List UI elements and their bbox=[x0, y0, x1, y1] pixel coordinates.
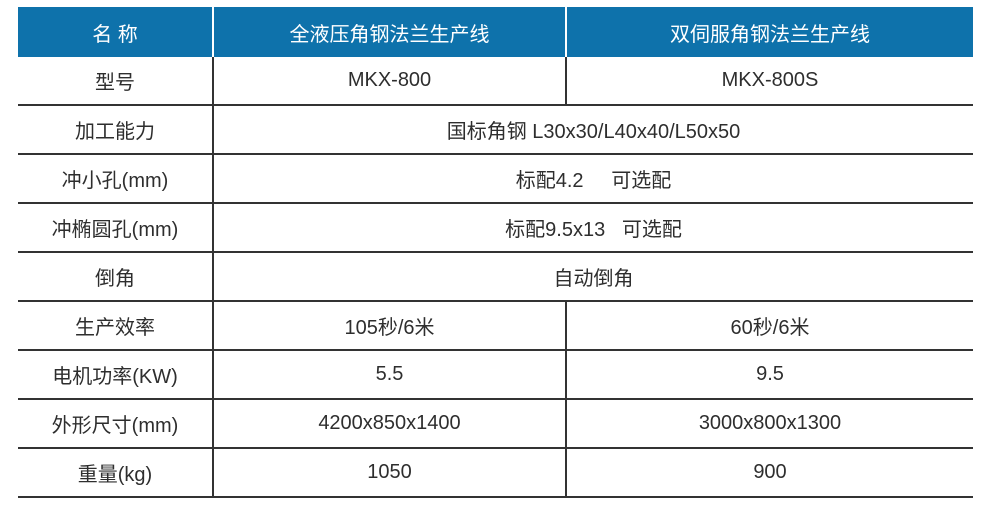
row-value-col3: 900 bbox=[566, 448, 973, 498]
table-row-capacity: 加工能力 国标角钢 L30x30/L40x40/L50x50 bbox=[18, 105, 973, 155]
header-cell-line1: 全液压角钢法兰生产线 bbox=[213, 7, 567, 57]
row-value-merged: 标配9.5x13 可选配 bbox=[213, 203, 973, 253]
row-value-merged: 国标角钢 L30x30/L40x40/L50x50 bbox=[213, 105, 973, 155]
row-value-col2: 5.5 bbox=[213, 350, 567, 400]
row-value-col2: 1050 bbox=[213, 448, 567, 498]
row-label: 倒角 bbox=[18, 252, 214, 302]
row-label: 冲椭圆孔(mm) bbox=[18, 203, 214, 253]
row-value-merged: 自动倒角 bbox=[213, 252, 973, 302]
header-row: 名 称 全液压角钢法兰生产线 双伺服角钢法兰生产线 bbox=[18, 7, 973, 57]
table-row-model: 型号 MKX-800 MKX-800S bbox=[18, 57, 973, 106]
row-label: 生产效率 bbox=[18, 301, 214, 351]
table-row-weight: 重量(kg) 1050 900 bbox=[18, 448, 973, 498]
table-row-chamfer: 倒角 自动倒角 bbox=[18, 252, 973, 302]
row-value-col2: 4200x850x1400 bbox=[213, 399, 567, 449]
row-label: 型号 bbox=[18, 57, 214, 106]
row-label: 外形尺寸(mm) bbox=[18, 399, 214, 449]
row-value-col2: MKX-800 bbox=[213, 57, 567, 106]
row-label: 电机功率(KW) bbox=[18, 350, 214, 400]
row-label: 重量(kg) bbox=[18, 448, 214, 498]
header-cell-name: 名 称 bbox=[18, 7, 214, 57]
table-row-motor-power: 电机功率(KW) 5.5 9.5 bbox=[18, 350, 973, 400]
row-value-col3: 9.5 bbox=[566, 350, 973, 400]
table-row-dimensions: 外形尺寸(mm) 4200x850x1400 3000x800x1300 bbox=[18, 399, 973, 449]
row-value-merged: 标配4.2 可选配 bbox=[213, 154, 973, 204]
table-row-small-hole: 冲小孔(mm) 标配4.2 可选配 bbox=[18, 154, 973, 204]
table-row-efficiency: 生产效率 105秒/6米 60秒/6米 bbox=[18, 301, 973, 351]
row-value-col3: 60秒/6米 bbox=[566, 301, 973, 351]
row-value-col3: 3000x800x1300 bbox=[566, 399, 973, 449]
row-value-col3: MKX-800S bbox=[566, 57, 973, 106]
row-value-col2: 105秒/6米 bbox=[213, 301, 567, 351]
table-row-oval-hole: 冲椭圆孔(mm) 标配9.5x13 可选配 bbox=[18, 203, 973, 253]
row-label: 冲小孔(mm) bbox=[18, 154, 214, 204]
spec-table: 名 称 全液压角钢法兰生产线 双伺服角钢法兰生产线 型号 MKX-800 MKX… bbox=[18, 7, 973, 498]
row-label: 加工能力 bbox=[18, 105, 214, 155]
header-cell-line2: 双伺服角钢法兰生产线 bbox=[566, 7, 973, 57]
